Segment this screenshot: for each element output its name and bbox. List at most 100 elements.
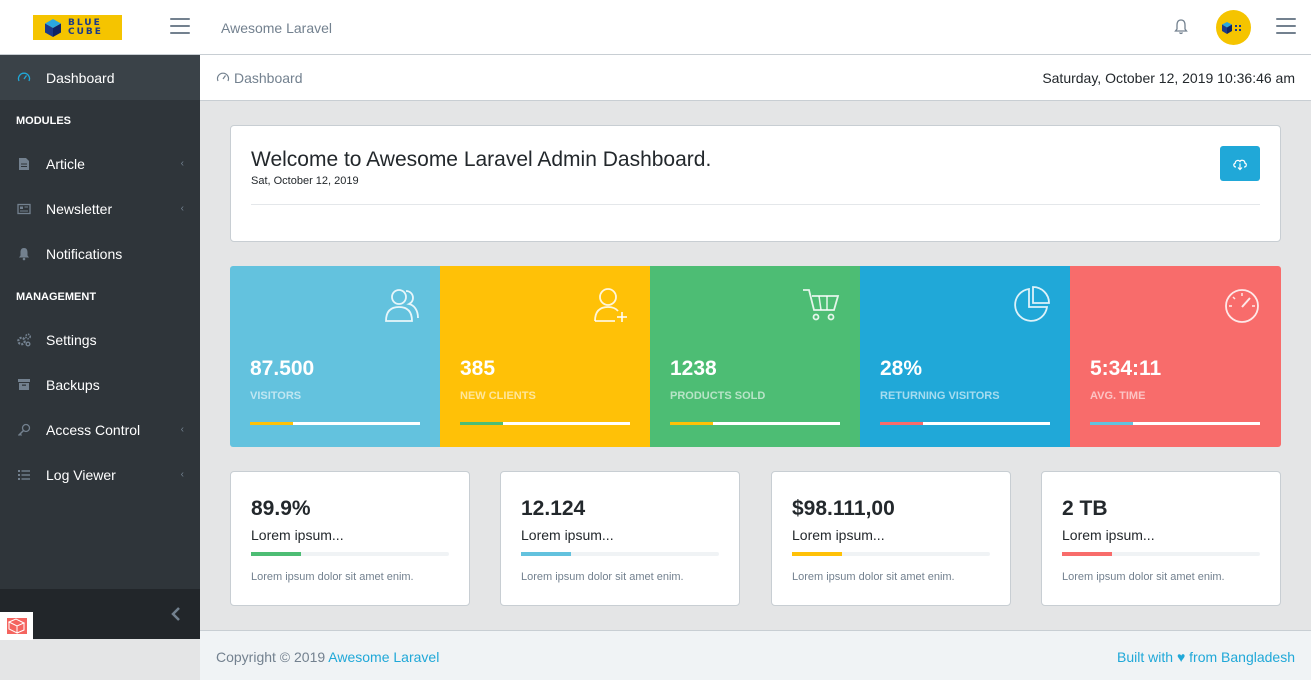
- card-value: 12.124: [521, 497, 586, 520]
- list-icon: [16, 467, 32, 483]
- stat-progress-bar: [250, 422, 420, 425]
- stat-progress-fill: [880, 422, 923, 425]
- app-header: BLUE CUBE Awesome Laravel: [0, 0, 1311, 55]
- sidebar-item-settings[interactable]: Settings: [0, 317, 200, 362]
- sidebar-item-label: Backups: [46, 376, 100, 393]
- hamburger-line: [170, 25, 190, 27]
- card-progress-bar: [521, 552, 719, 556]
- cube-logo-icon: [45, 18, 61, 37]
- footer-copyright: Copyright © 2019 Awesome Laravel: [216, 649, 439, 665]
- stat-label: Products sold: [670, 390, 766, 402]
- header-title[interactable]: Awesome Laravel: [221, 20, 333, 36]
- gears-icon: [16, 332, 32, 348]
- built-with-link[interactable]: Built with ♥ from Bangladesh: [1117, 649, 1295, 665]
- card-note: Lorem ipsum dolor sit amet enim.: [792, 571, 955, 583]
- stat-tile-avg-time: 5:34:11 Avg. Time: [1070, 266, 1281, 447]
- cloud-download-icon: [1233, 159, 1247, 170]
- breadcrumb-item-dashboard[interactable]: Dashboard: [216, 70, 303, 86]
- brand-logo[interactable]: BLUE CUBE: [33, 15, 122, 40]
- logo-text: BLUE CUBE: [68, 18, 103, 37]
- logo-text-bottom: CUBE: [68, 26, 103, 37]
- stat-label: Visitors: [250, 390, 302, 402]
- stat-tile-visitors: 87.500 Visitors: [230, 266, 440, 447]
- summary-card: 89.9% Lorem ipsum... Lorem ipsum dolor sit…: [230, 471, 470, 606]
- stat-progress-fill: [670, 422, 713, 425]
- sidebar-item-access-control[interactable]: Access Control ‹: [0, 407, 200, 452]
- card-label: Lorem ipsum...: [792, 527, 885, 543]
- sidebar-item-article[interactable]: Article ‹: [0, 141, 200, 186]
- stat-progress-bar: [1090, 422, 1260, 425]
- sidebar-item-backups[interactable]: Backups: [0, 362, 200, 407]
- laravel-logo-icon: [6, 618, 27, 634]
- sidebar-item-label: Article: [46, 155, 85, 172]
- sidebar-item-notifications[interactable]: Notifications: [0, 231, 200, 276]
- current-datetime: Saturday, October 12, 2019 10:36:46 am: [1042, 70, 1295, 86]
- chevron-left-icon: ‹: [180, 203, 184, 214]
- stat-value: 28%: [880, 357, 923, 380]
- card-progress-bar: [792, 552, 990, 556]
- pie-chart-icon: [1012, 286, 1050, 324]
- sidebar-item-label: Log Viewer: [46, 466, 116, 483]
- chevron-left-icon: ‹: [180, 469, 184, 480]
- card-label: Lorem ipsum...: [1062, 527, 1155, 543]
- chevron-left-icon: ‹: [180, 424, 184, 435]
- welcome-title: Welcome to Awesome Laravel Admin Dashboa…: [251, 148, 712, 171]
- card-progress-bar: [1062, 552, 1260, 556]
- chevron-left-icon: ‹: [180, 158, 184, 169]
- user-avatar[interactable]: [1216, 10, 1251, 45]
- breadcrumb: Dashboard Saturday, October 12, 2019 10:…: [200, 55, 1311, 101]
- summary-card: 12.124 Lorem ipsum... Lorem ipsum dolor si…: [500, 471, 740, 606]
- users-icon: [382, 286, 420, 324]
- cart-icon: [802, 286, 840, 324]
- nav-section-title-modules: MODULES: [16, 114, 71, 127]
- document-icon: [16, 156, 32, 172]
- bell-icon: [16, 246, 32, 262]
- speedometer-icon: [16, 70, 32, 86]
- speedometer-icon: [216, 72, 230, 82]
- sidebar-footer: [0, 589, 200, 639]
- cloud-download-button[interactable]: [1220, 146, 1260, 181]
- sidebar-item-label: Newsletter: [46, 200, 113, 217]
- stat-tile-products-sold: 1238 Products sold: [650, 266, 860, 447]
- speedometer-icon: [1223, 286, 1261, 324]
- stat-label: New Clients: [460, 390, 536, 402]
- stat-value: 5:34:11: [1090, 357, 1162, 380]
- sidebar-item-newsletter[interactable]: Newsletter ‹: [0, 186, 200, 231]
- card-note: Lorem ipsum dolor sit amet enim.: [251, 571, 414, 583]
- stat-progress-bar: [670, 422, 840, 425]
- bell-icon[interactable]: [1173, 18, 1189, 36]
- sidebar-item-dashboard[interactable]: Dashboard: [0, 55, 200, 100]
- stat-label: Returning Visitors: [880, 390, 1000, 402]
- hamburger-line: [1276, 18, 1296, 20]
- sidebar-item-label: Settings: [46, 331, 97, 348]
- sidebar-item-label: Access Control: [46, 421, 141, 438]
- stat-progress-bar: [880, 422, 1050, 425]
- stat-label: Avg. Time: [1090, 390, 1146, 402]
- sidebar: Dashboard MODULES Article ‹ Newsletter ‹ Notif…: [0, 55, 200, 639]
- card-value: $98.111,00: [792, 497, 895, 520]
- card-label: Lorem ipsum...: [521, 527, 614, 543]
- card-progress-bar: [251, 552, 449, 556]
- card-value: 89.9%: [251, 497, 311, 520]
- stat-tile-returning-visitors: 28% Returning Visitors: [860, 266, 1070, 447]
- sidebar-item-log-viewer[interactable]: Log Viewer ‹: [0, 452, 200, 497]
- summary-card: $98.111,00 Lorem ipsum... Lorem ipsum dolo…: [771, 471, 1011, 606]
- stat-value: 1238: [670, 357, 717, 380]
- archive-icon: [16, 377, 32, 393]
- card-progress-fill: [521, 552, 571, 556]
- laravel-debug-badge[interactable]: [0, 612, 33, 640]
- welcome-date: Sat, October 12, 2019: [251, 175, 359, 187]
- hamburger-line: [170, 32, 190, 34]
- stat-value: 385: [460, 357, 496, 380]
- card-progress-fill: [251, 552, 301, 556]
- app-footer: Copyright © 2019 Awesome Laravel Built w…: [200, 630, 1311, 680]
- nav-section-title-management: MANAGEMENT: [16, 290, 97, 303]
- aside-menu-toggle-button[interactable]: [1276, 18, 1296, 36]
- sidebar-minimizer-chevron-left-icon[interactable]: [170, 605, 182, 623]
- stat-progress-fill: [250, 422, 293, 425]
- card-value: 2 TB: [1062, 497, 1108, 520]
- sidebar-item-label: Dashboard: [46, 69, 115, 86]
- footer-brand-link[interactable]: Awesome Laravel: [328, 649, 440, 665]
- sidebar-toggle-button[interactable]: [170, 18, 190, 36]
- card-progress-fill: [1062, 552, 1112, 556]
